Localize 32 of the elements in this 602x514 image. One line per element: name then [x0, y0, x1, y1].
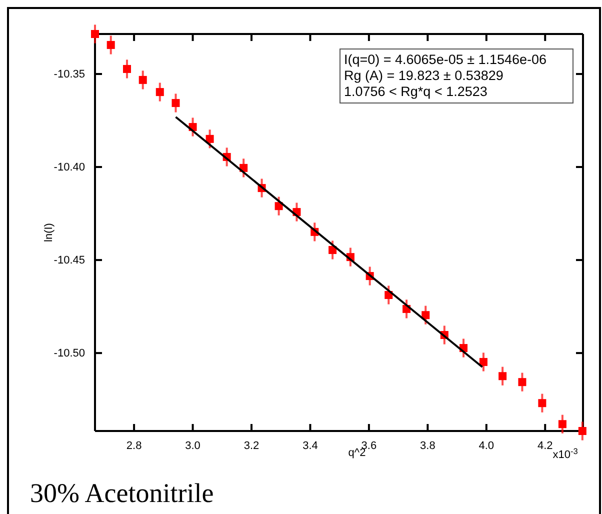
point: [578, 427, 586, 435]
point: [206, 134, 214, 143]
x-tick-label: 3.2: [244, 440, 260, 452]
point: [106, 40, 115, 49]
x-tick-label: 3.8: [420, 440, 436, 452]
point: [538, 399, 546, 408]
y-tick-label: -10.35: [54, 68, 85, 81]
y-tick-label: -10.50: [54, 348, 85, 360]
x-tick-label: 3.4: [302, 440, 318, 452]
y-tick-label: -10.45: [54, 254, 85, 267]
point: [156, 88, 164, 96]
point: [91, 30, 99, 38]
annotation: 1.0756 < Rg*q < 1.2523: [344, 84, 488, 99]
point: [138, 76, 147, 84]
x-tick-label: 4.0: [478, 440, 494, 452]
point: [498, 372, 507, 380]
annotation: I(q=0) = 4.6065e-05 ± 1.1546e-06: [344, 52, 547, 67]
x-tick-label: 2.8: [126, 440, 142, 452]
point: [558, 420, 566, 428]
point: [422, 311, 430, 320]
point: [518, 378, 526, 386]
point: [123, 64, 132, 73]
point: [172, 99, 180, 108]
y-tick-label: -10.40: [54, 162, 85, 174]
point: [479, 358, 488, 366]
text: 30% Acetonitrile: [30, 478, 214, 508]
text: x10$^{-3}$: [552, 446, 578, 461]
annotation: Rg (A) = 19.823 ± 0.53829: [344, 68, 504, 83]
y-axis-title: ln(I): [43, 223, 55, 242]
x-tick-label: 4.2: [537, 440, 553, 452]
x-axis-title: q^2: [348, 447, 366, 459]
x-tick-label: 3.0: [185, 440, 200, 452]
